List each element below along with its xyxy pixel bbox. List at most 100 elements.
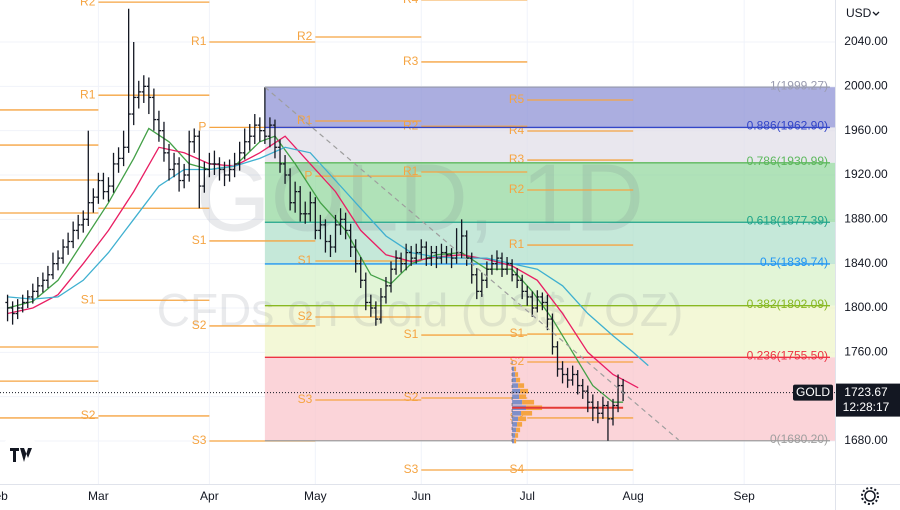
x-tick-label: May — [304, 489, 327, 503]
fib-zone — [264, 127, 835, 163]
profile-up — [519, 394, 527, 399]
fib-label: 0.382(1802.09) — [747, 297, 828, 311]
profile-down — [512, 377, 517, 383]
x-tick-label: Aug — [623, 489, 644, 503]
y-tick-label: 1880.00 — [844, 212, 888, 226]
currency-chevron[interactable] — [872, 11, 880, 16]
profile-up — [515, 372, 519, 377]
fib-zone — [264, 357, 835, 441]
pivot-label: S3 — [298, 392, 313, 406]
y-tick-label: 1760.00 — [844, 345, 888, 359]
fib-zones — [264, 87, 835, 441]
symbol-tag — [793, 384, 833, 401]
profile-up — [516, 377, 521, 383]
profile-down — [512, 433, 516, 438]
fib-label: 0.236(1755.50) — [747, 348, 828, 362]
tv-logo[interactable] — [4, 440, 36, 470]
price-bars — [5, 8, 626, 441]
symbol-label: GOLD — [796, 385, 830, 399]
pivot-label: P — [304, 168, 312, 182]
y-tick-label: 1840.00 — [844, 256, 888, 270]
y-tick-label: 1960.00 — [844, 123, 888, 137]
profile-down — [512, 416, 519, 422]
y-tick-label: 2000.00 — [844, 79, 888, 93]
fib-label: 0.5(1839.74) — [760, 255, 828, 269]
fib-label: 1(1999.27) — [770, 78, 828, 92]
fib-zone — [264, 305, 835, 358]
settings-button[interactable] — [861, 487, 879, 505]
profile-down — [512, 422, 518, 427]
fib-label: 0.886(1962.90) — [747, 119, 828, 133]
profile-down — [512, 427, 517, 433]
volume-profile — [511, 360, 624, 444]
pivot-label: R1 — [509, 237, 525, 251]
x-tick-label: Jul — [520, 489, 535, 503]
profile-down — [512, 388, 521, 394]
logo-bg — [4, 440, 36, 470]
profile-up — [518, 383, 525, 388]
pivot-label: R5 — [509, 92, 525, 106]
fib-zone — [264, 263, 835, 306]
profile-down — [512, 394, 520, 399]
pivot-label: S1 — [404, 327, 419, 341]
trend-line — [264, 86, 679, 441]
logo-mark — [10, 448, 32, 462]
pivot-label: R3 — [509, 152, 525, 166]
pivot-label: R1 — [191, 34, 207, 48]
plot-area: GOLD, 1D CFDs on Gold (US$ / OZ) R2 R1 S1 S… — [0, 0, 835, 484]
countdown-label: 12:28:17 — [843, 400, 890, 414]
moving-average — [7, 127, 624, 403]
pivot-label: R2 — [80, 0, 96, 8]
profile-down — [512, 383, 519, 388]
pivot-label: R1 — [297, 113, 313, 127]
moving-average — [7, 146, 649, 367]
profile-down — [512, 410, 522, 416]
profile-up — [522, 399, 535, 405]
profile-up — [516, 427, 521, 433]
fib-label: 0.786(1930.99) — [747, 154, 828, 168]
moving-average — [7, 135, 639, 389]
watermark: GOLD, 1D CFDs on Gold (US$ / OZ) — [157, 144, 684, 336]
pivot-label: S1 — [192, 233, 207, 247]
price-tag-label: 1723.67 — [844, 385, 888, 399]
pivot-label: S3 — [192, 433, 207, 447]
x-tick-label: Apr — [200, 489, 219, 503]
pivot-label: R4 — [509, 123, 525, 137]
fib-zone — [264, 162, 835, 223]
pivot-label: R1 — [403, 164, 419, 178]
currency-label[interactable]: USD — [846, 6, 872, 20]
pivot-label: R4 — [403, 0, 419, 6]
pivot-label: S1 — [298, 253, 313, 267]
profile-up — [521, 410, 533, 416]
watermark-subtitle: CFDs on Gold (US$ / OZ) — [157, 284, 684, 336]
fib-label: 0.618(1877.39) — [747, 213, 828, 227]
x-tick-label: Feb — [0, 489, 8, 503]
x-tick-label: Mar — [88, 489, 109, 503]
pivot-label: R2 — [403, 118, 419, 132]
gear-ring — [864, 490, 876, 502]
pivot-label: S1 — [510, 326, 525, 340]
pivot-label: R1 — [80, 87, 96, 101]
y-tick-label: 1800.00 — [844, 300, 888, 314]
profile-up — [520, 388, 529, 394]
pivot-label: R2 — [297, 29, 313, 43]
axes: USD 2040.00 2000.00 1960.00 1920.00 1880.00 1… — [0, 6, 900, 503]
pivot-label: R2 — [509, 182, 525, 196]
gear-teeth — [861, 487, 879, 505]
profile-up — [517, 422, 523, 427]
moving-averages — [7, 127, 649, 403]
pivot-label: S1 — [81, 292, 96, 306]
price-tag — [836, 383, 900, 417]
profile-up — [514, 438, 517, 444]
x-tick-label: Jun — [412, 489, 431, 503]
pivot-label: S2 — [81, 408, 96, 422]
pivot-label: S4 — [510, 462, 525, 476]
profile-up — [515, 433, 519, 438]
pivot-label: S3 — [404, 462, 419, 476]
y-tick-label: 2040.00 — [844, 34, 888, 48]
overlays: GOLD — [0, 86, 835, 441]
pivot-label: S2 — [404, 390, 419, 404]
pivot-label: R3 — [403, 54, 419, 68]
